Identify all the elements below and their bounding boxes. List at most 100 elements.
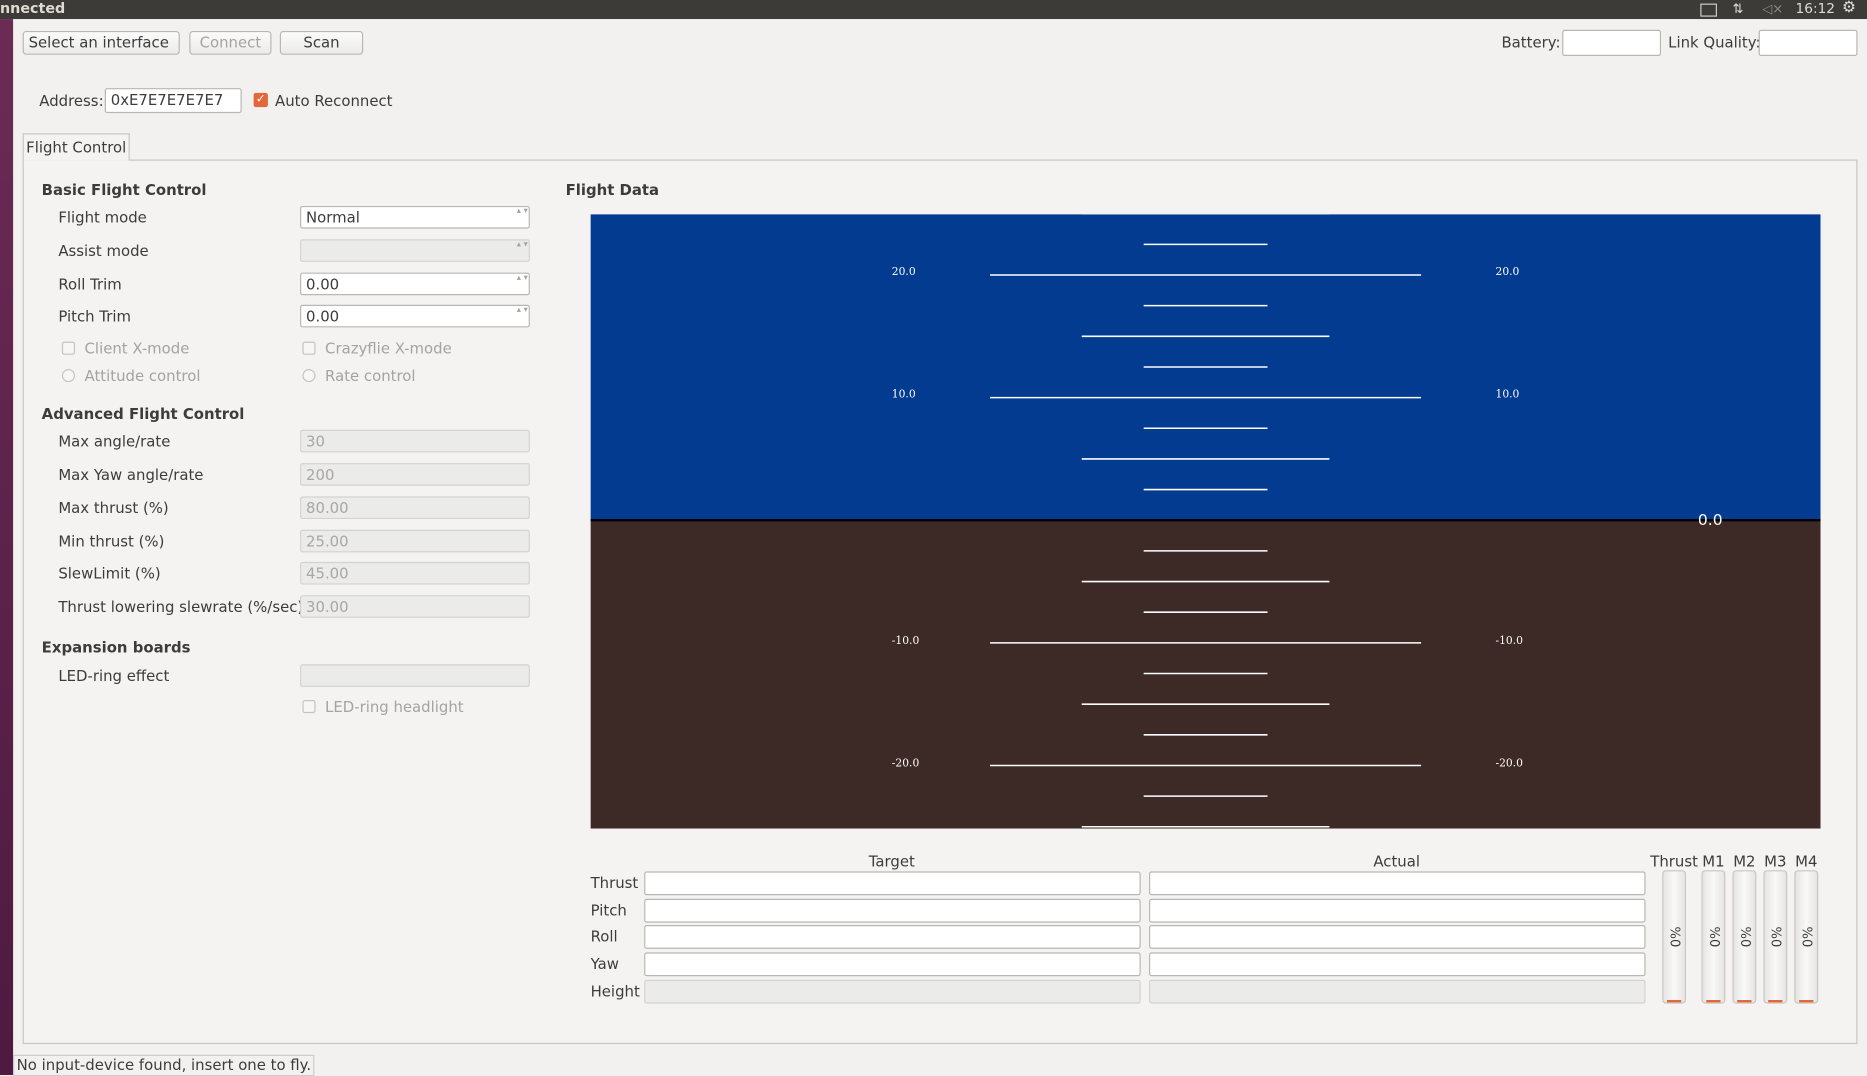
- motor-bar: [1662, 870, 1687, 1004]
- address-label: Address:: [39, 91, 104, 110]
- motor-indicator: [1799, 1000, 1814, 1003]
- link-quality-bar: [1758, 29, 1858, 56]
- motor-value: %0: [1706, 926, 1722, 948]
- ladder-label: -20.0: [1496, 757, 1524, 770]
- row-label: Thrust: [590, 873, 639, 892]
- battery-bar: [1562, 29, 1662, 56]
- tab[interactable]: Flight Control: [22, 133, 130, 161]
- ladder-label: 10.0: [1496, 388, 1520, 401]
- battery-label: Battery:: [1501, 33, 1561, 52]
- field-input[interactable]: 80.00: [300, 496, 530, 520]
- auto-reconnect-label: Auto Reconnect: [275, 91, 393, 110]
- network-icon[interactable]: ⇅: [1732, 1, 1744, 17]
- value-bar: [644, 979, 1141, 1004]
- ladder-label: 20.0: [892, 265, 916, 278]
- spin-arrows: ▴ ▾: [516, 272, 528, 283]
- field-input[interactable]: 30: [300, 429, 530, 453]
- basic-heading: Basic Flight Control: [41, 180, 207, 199]
- checkbox[interactable]: [302, 341, 316, 355]
- window-title: nnected: [0, 0, 66, 17]
- pitch-ladder: 20.0 20.0 10.0 10.0 -10.0 -10.0 -20.0 -20.0: [892, 214, 1524, 828]
- motor-value: %0: [1768, 926, 1784, 948]
- value-bar: [1149, 952, 1646, 977]
- field-label: SlewLimit (%): [58, 564, 161, 583]
- row-label: Yaw: [590, 954, 619, 973]
- field-label: Min thrust (%): [58, 532, 165, 551]
- clock: 16:12: [1795, 0, 1836, 17]
- motor-bar: [1701, 870, 1726, 1004]
- checkbox-label: Client X-mode: [84, 339, 190, 358]
- auto-reconnect-checkbox[interactable]: ✓: [253, 92, 268, 108]
- motor-indicator: [1768, 1000, 1783, 1003]
- motor-label: M2: [1733, 852, 1756, 871]
- value-bar: [1149, 979, 1646, 1004]
- spin-arrows: ▴ ▾: [516, 205, 528, 216]
- settings-icon[interactable]: ⚙: [1841, 0, 1856, 17]
- launcher: [0, 19, 14, 1076]
- motor-label: M3: [1764, 852, 1787, 871]
- interface-combo[interactable]: Select an interface: [22, 30, 180, 55]
- advanced-heading: Advanced Flight Control: [41, 404, 245, 423]
- ladder-label: -10.0: [892, 634, 920, 647]
- field-input[interactable]: Normal: [300, 205, 530, 229]
- address-field[interactable]: 0xE7E7E7E7E7: [104, 88, 242, 114]
- flight-data-heading: Flight Data: [565, 180, 660, 199]
- motor-label: Thrust: [1650, 852, 1698, 871]
- field-input[interactable]: [300, 239, 530, 262]
- top-bar: [0, 0, 1867, 20]
- ladder-label: -20.0: [892, 757, 920, 770]
- radio-label: Attitude control: [84, 366, 201, 385]
- field-label: Roll Trim: [58, 275, 122, 293]
- column-header: Target: [868, 852, 915, 871]
- motor-indicator: [1737, 1000, 1752, 1003]
- connect-button[interactable]: Connect: [189, 30, 272, 55]
- checkbox[interactable]: [61, 341, 76, 355]
- field-label: Max angle/rate: [58, 432, 171, 451]
- status-text: No input-device found, insert one to fly…: [13, 1054, 315, 1076]
- field-label: Thrust lowering slewrate (%/sec): [58, 597, 304, 616]
- radio-label: Rate control: [325, 366, 416, 385]
- field-label: Assist mode: [58, 241, 149, 260]
- expansion-heading: Expansion boards: [41, 638, 191, 656]
- field-input[interactable]: 200: [300, 463, 530, 486]
- motor-label: M4: [1795, 852, 1818, 871]
- row-label: Height: [590, 982, 640, 1001]
- ground: [590, 520, 1821, 829]
- horizon: 20.0 20.0 10.0 10.0 -10.0 -10.0 -20.0 -20.0: [590, 214, 1821, 829]
- keyboard-icon[interactable]: [1700, 3, 1717, 17]
- value-bar: [644, 952, 1141, 977]
- value-bar: [644, 898, 1141, 923]
- field-input[interactable]: 45.00: [300, 561, 530, 585]
- sound-icon[interactable]: ◁×: [1762, 1, 1784, 17]
- motor-bar: [1732, 870, 1757, 1004]
- motor-value: %0: [1737, 926, 1753, 948]
- value-bar: [644, 871, 1141, 896]
- value-bar: [1149, 925, 1646, 949]
- field-input[interactable]: 25.00: [300, 529, 530, 553]
- value-bar: [1149, 871, 1646, 896]
- field-label: Flight mode: [58, 208, 147, 227]
- motor-label: M1: [1702, 852, 1725, 871]
- value-bar: [644, 925, 1141, 949]
- checkbox[interactable]: [302, 700, 316, 714]
- field-label: LED-ring effect: [58, 666, 170, 685]
- radio[interactable]: [302, 369, 316, 383]
- radio[interactable]: [61, 369, 76, 383]
- link-quality-label: Link Quality:: [1668, 33, 1761, 52]
- field-input[interactable]: [300, 664, 530, 687]
- spin-arrows: ▴ ▾: [516, 239, 528, 249]
- center-label: 0.0: [1697, 511, 1723, 530]
- checkbox-label: LED-ring headlight: [325, 697, 464, 716]
- field-label: Pitch Trim: [58, 307, 131, 326]
- field-input[interactable]: 0.00: [300, 272, 530, 296]
- field-input[interactable]: 0.00: [300, 304, 530, 328]
- scan-button[interactable]: Scan: [279, 30, 364, 55]
- column-header: Actual: [1373, 852, 1420, 871]
- motor-value: %0: [1666, 926, 1683, 948]
- checkbox-label: Crazyflie X-mode: [325, 339, 452, 358]
- ladder-label: 10.0: [892, 388, 916, 401]
- field-input[interactable]: 30.00: [300, 595, 530, 618]
